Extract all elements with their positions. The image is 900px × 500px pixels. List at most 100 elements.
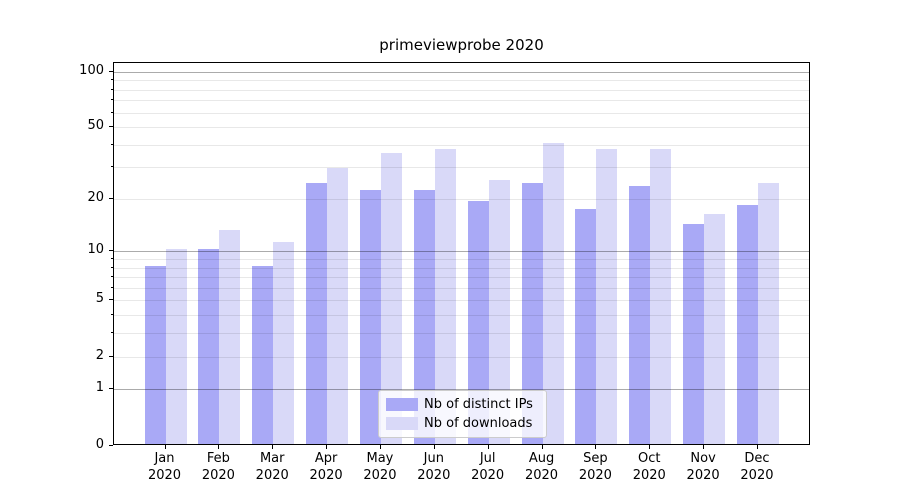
y-minor-tick-mark xyxy=(110,99,113,101)
bar-downloads xyxy=(757,182,779,444)
minor-gridline xyxy=(114,300,809,302)
x-tick-mark xyxy=(272,444,274,449)
bar-distinct-ips xyxy=(575,209,597,444)
minor-gridline xyxy=(114,315,809,317)
bar-distinct-ips xyxy=(467,200,489,444)
bar-distinct-ips xyxy=(252,265,274,444)
bar-downloads xyxy=(273,242,295,444)
x-tick-label: Jun 2020 xyxy=(417,451,451,483)
minor-gridline xyxy=(114,356,809,358)
x-tick-label: Aug 2020 xyxy=(524,451,559,483)
x-tick-label: Sep 2020 xyxy=(578,451,612,483)
y-minor-tick-mark xyxy=(110,257,113,259)
bar-distinct-ips xyxy=(521,182,543,444)
x-tick-mark xyxy=(218,444,220,449)
y-minor-tick-mark xyxy=(110,355,113,357)
x-tick-mark xyxy=(756,444,758,449)
minor-gridline xyxy=(114,80,809,82)
x-tick-mark xyxy=(379,444,381,449)
bar-downloads xyxy=(704,214,726,444)
bar-distinct-ips xyxy=(144,265,166,444)
y-tick-label: 50 xyxy=(87,118,104,134)
y-minor-tick-mark xyxy=(110,166,113,168)
plot-area xyxy=(113,62,810,445)
legend-swatch-downloads xyxy=(386,417,418,430)
y-tick-mark xyxy=(109,70,113,72)
y-minor-tick-mark xyxy=(110,126,113,128)
legend-label-distinct-ips: Nb of distinct IPs xyxy=(424,397,533,412)
x-tick-label: Dec 2020 xyxy=(740,451,774,483)
minor-gridline xyxy=(114,198,809,200)
y-tick-label: 0 xyxy=(95,436,104,452)
bar-downloads xyxy=(650,148,672,444)
bar-distinct-ips xyxy=(198,249,220,444)
y-tick-label: 100 xyxy=(79,62,104,78)
y-minor-tick-mark xyxy=(110,332,113,334)
bar-downloads xyxy=(596,148,618,444)
legend: Nb of distinct IPs Nb of downloads xyxy=(378,390,547,438)
bar-distinct-ips xyxy=(629,186,651,444)
minor-gridline xyxy=(114,333,809,335)
minor-gridline xyxy=(114,277,809,279)
major-gridline xyxy=(114,251,809,253)
y-tick-label: 2 xyxy=(95,347,104,363)
chart-title: primeviewprobe 2020 xyxy=(379,36,544,54)
legend-entry-distinct-ips: Nb of distinct IPs xyxy=(386,395,546,414)
x-tick-label: Nov 2020 xyxy=(686,451,720,483)
x-tick-mark xyxy=(541,444,543,449)
y-tick-label: 20 xyxy=(87,189,104,205)
minor-gridline xyxy=(114,167,809,169)
y-minor-tick-mark xyxy=(110,197,113,199)
legend-label-downloads: Nb of downloads xyxy=(424,416,533,431)
y-minor-tick-mark xyxy=(110,111,113,113)
y-minor-tick-mark xyxy=(110,79,113,81)
x-tick-mark xyxy=(326,444,328,449)
y-minor-tick-mark xyxy=(110,88,113,90)
x-tick-mark xyxy=(433,444,435,449)
y-minor-tick-mark xyxy=(110,314,113,316)
bar-distinct-ips xyxy=(413,189,435,444)
minor-gridline xyxy=(114,100,809,102)
y-tick-mark xyxy=(109,250,113,252)
bar-downloads xyxy=(165,249,187,444)
bar-downloads xyxy=(327,168,349,444)
minor-gridline xyxy=(114,144,809,146)
y-minor-tick-mark xyxy=(110,266,113,268)
x-tick-mark xyxy=(595,444,597,449)
bar-downloads xyxy=(434,148,456,444)
legend-swatch-distinct-ips xyxy=(386,398,418,411)
legend-entry-downloads: Nb of downloads xyxy=(386,414,546,433)
minor-gridline xyxy=(114,258,809,260)
x-tick-mark xyxy=(164,444,166,449)
y-tick-mark xyxy=(109,388,113,390)
minor-gridline xyxy=(114,287,809,289)
y-tick-label: 1 xyxy=(95,380,104,396)
y-minor-tick-mark xyxy=(110,286,113,288)
y-minor-tick-mark xyxy=(110,299,113,301)
x-tick-label: Jul 2020 xyxy=(471,451,505,483)
y-tick-label: 5 xyxy=(95,291,104,307)
major-gridline xyxy=(114,389,809,391)
x-tick-label: Jan 2020 xyxy=(147,451,182,483)
x-tick-mark xyxy=(487,444,489,449)
minor-gridline xyxy=(114,267,809,269)
major-gridline xyxy=(114,71,809,73)
x-tick-label: Mar 2020 xyxy=(255,451,289,483)
bar-downloads xyxy=(380,153,402,444)
x-tick-label: May 2020 xyxy=(363,451,397,483)
bar-downloads xyxy=(488,179,510,444)
minor-gridline xyxy=(114,127,809,129)
x-tick-mark xyxy=(703,444,705,449)
bar-distinct-ips xyxy=(683,224,705,444)
bar-downloads xyxy=(542,142,564,444)
x-tick-label: Feb 2020 xyxy=(201,451,235,483)
x-tick-label: Apr 2020 xyxy=(309,451,343,483)
x-tick-mark xyxy=(649,444,651,449)
bar-distinct-ips xyxy=(736,205,758,444)
x-tick-label: Oct 2020 xyxy=(632,451,666,483)
bar-distinct-ips xyxy=(359,189,381,444)
minor-gridline xyxy=(114,89,809,91)
y-minor-tick-mark xyxy=(110,276,113,278)
y-tick-mark xyxy=(109,444,113,446)
